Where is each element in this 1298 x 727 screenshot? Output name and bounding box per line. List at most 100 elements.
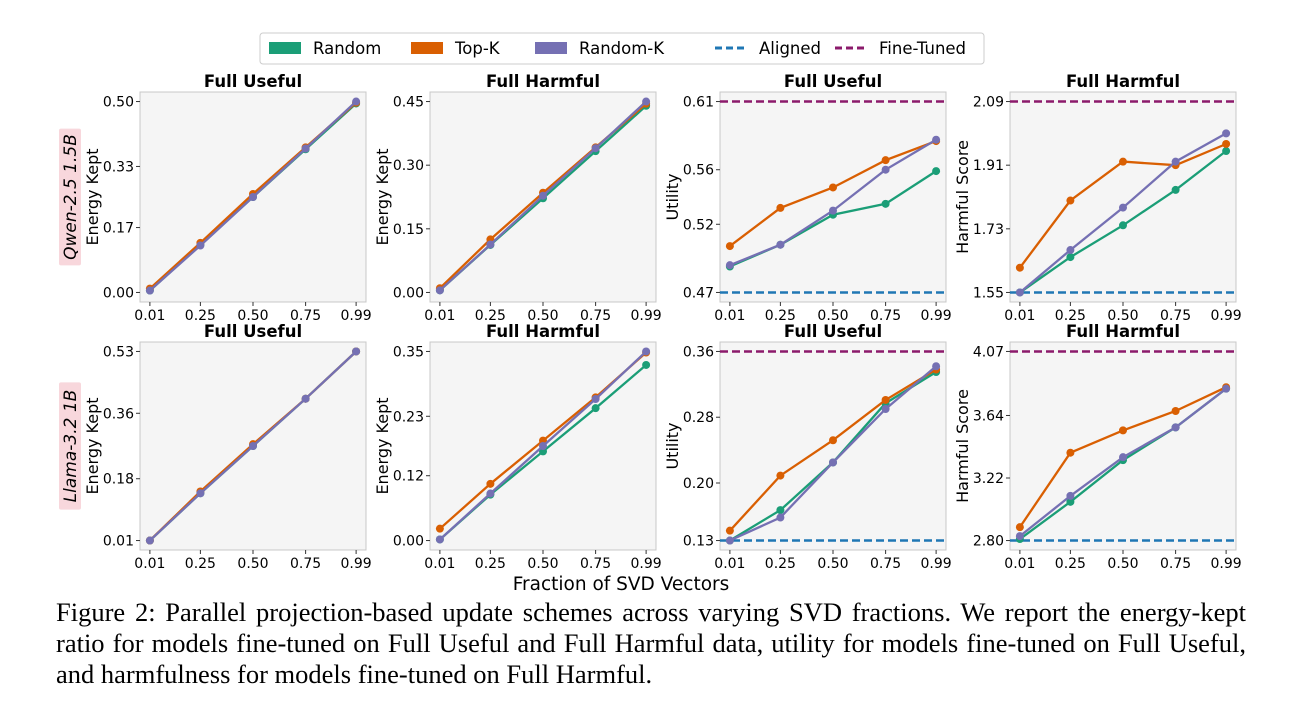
x-tick-label: 0.99 — [341, 556, 372, 572]
y-tick-label: 3.64 — [973, 408, 1004, 424]
x-tick-label: 0.25 — [185, 308, 216, 324]
data-point — [725, 536, 734, 545]
row-label-highlight — [59, 128, 81, 266]
data-point — [301, 144, 310, 153]
y-tick-label: 4.07 — [973, 344, 1004, 360]
data-point — [1119, 157, 1127, 166]
y-tick-label: 0.00 — [103, 285, 134, 301]
y-tick-label: 2.80 — [973, 534, 1004, 550]
data-point — [776, 240, 785, 249]
y-tick-label: 0.50 — [103, 95, 134, 111]
y-tick-label: 0.61 — [683, 95, 714, 111]
y-tick-label: 0.12 — [393, 469, 424, 485]
y-tick-label: 0.00 — [393, 285, 424, 301]
data-point — [1066, 448, 1075, 457]
x-tick-label: 0.99 — [1211, 308, 1242, 324]
y-tick-label: 0.15 — [393, 222, 424, 238]
data-point — [352, 347, 361, 356]
legend-label: Random — [313, 39, 381, 58]
figure: Random Top-K Random-K Aligned Fine-Tuned Ful… — [59, 32, 1242, 595]
data-point — [249, 442, 257, 450]
legend-swatch — [535, 42, 567, 54]
data-point — [932, 362, 941, 371]
y-tick-label: 1.55 — [973, 285, 1004, 301]
row-label-text: Llama-3.2 1B — [61, 390, 81, 503]
data-point — [1222, 384, 1231, 393]
legend-label: Fine-Tuned — [879, 39, 966, 58]
y-tick-label: 0.52 — [683, 217, 714, 233]
data-point — [145, 286, 154, 295]
data-point — [1171, 157, 1180, 166]
x-tick-label: 0.50 — [1107, 308, 1138, 324]
x-tick-label: 0.75 — [580, 556, 611, 572]
data-point — [829, 436, 837, 445]
x-tick-label: 0.25 — [765, 308, 796, 324]
subplot-title: Full Useful — [204, 72, 302, 91]
y-tick-label: 0.18 — [103, 472, 134, 488]
plot-area — [1009, 91, 1237, 303]
data-point — [642, 360, 651, 369]
subplot: Full Useful 0.47 0.52 0.56 0.61 0.01 0.25 0.50 0… — [663, 72, 952, 324]
plot-area — [719, 341, 947, 551]
x-tick-label: 0.25 — [475, 308, 506, 324]
x-tick-label: 0.99 — [631, 556, 662, 572]
x-tick-label: 0.75 — [870, 308, 901, 324]
figure-caption: Figure 2: Parallel projection-based upda… — [56, 597, 1246, 689]
data-point — [881, 199, 890, 208]
plot-area — [719, 91, 947, 303]
x-tick-label: 0.99 — [341, 308, 372, 324]
data-point — [435, 524, 444, 533]
row-label-text: Qwen-2.5 1.5B — [61, 134, 81, 260]
x-tick-label: 0.01 — [134, 308, 165, 324]
data-point — [486, 240, 495, 249]
x-tick-label: 0.50 — [817, 556, 848, 572]
data-point — [539, 442, 547, 450]
y-axis-label: Utility — [663, 422, 682, 469]
x-tick-label: 0.50 — [527, 308, 558, 324]
y-tick-label: 0.47 — [683, 285, 714, 301]
y-tick-label: 0.53 — [103, 344, 134, 360]
legend-swatch — [411, 42, 443, 54]
data-point — [435, 535, 444, 544]
subplot-title: Full Harmful — [486, 322, 600, 341]
data-point — [881, 165, 890, 174]
data-point — [145, 536, 154, 545]
data-point — [1066, 497, 1075, 506]
data-point — [1171, 423, 1180, 432]
data-point — [776, 203, 785, 212]
y-axis-label: Energy Kept — [373, 148, 392, 245]
data-point — [591, 404, 600, 413]
x-tick-label: 0.01 — [424, 556, 455, 572]
data-point — [249, 193, 257, 201]
y-axis-label: Harmful Score — [953, 389, 972, 503]
data-point — [1119, 203, 1127, 212]
row-label-highlight — [59, 382, 81, 510]
data-point — [486, 489, 495, 498]
y-axis-label: Energy Kept — [83, 397, 102, 494]
x-tick-label: 0.99 — [921, 308, 952, 324]
data-point — [829, 206, 837, 215]
data-point — [1119, 426, 1127, 435]
data-point — [1015, 263, 1024, 272]
data-point — [776, 471, 785, 480]
x-tick-label: 0.01 — [714, 308, 745, 324]
data-point — [1222, 139, 1231, 148]
data-point — [435, 286, 444, 295]
data-point — [932, 167, 941, 176]
subplot-title: Full Useful — [784, 72, 882, 91]
plot-area — [1009, 341, 1237, 551]
y-axis-label: Utility — [663, 173, 682, 220]
data-point — [352, 97, 361, 106]
x-tick-label: 0.25 — [765, 556, 796, 572]
y-tick-label: 0.36 — [683, 344, 714, 360]
y-tick-label: 0.33 — [103, 159, 134, 175]
x-tick-label: 0.50 — [1107, 556, 1138, 572]
subplot-title: Full Useful — [784, 322, 882, 341]
data-point — [301, 394, 310, 403]
data-point — [196, 489, 205, 498]
y-tick-label: 1.73 — [973, 222, 1004, 238]
x-tick-label: 0.50 — [817, 308, 848, 324]
subplot-title: Full Harmful — [486, 72, 600, 91]
x-tick-label: 0.01 — [424, 308, 455, 324]
row-labels: Qwen-2.5 1.5B Llama-3.2 1B — [59, 128, 81, 510]
